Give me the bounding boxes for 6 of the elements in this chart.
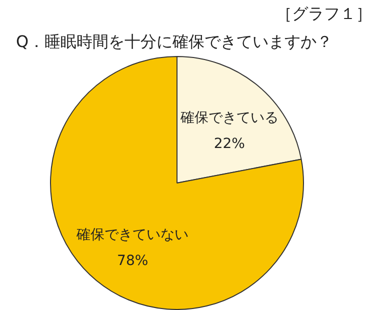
data-label: 22% xyxy=(214,136,245,152)
slice-label: 確保できていない xyxy=(76,227,189,244)
slice-label: 確保できている xyxy=(179,110,278,126)
chart-subtitle: Q．睡眠時間を十分に確保できていますか？ xyxy=(16,32,333,53)
chart-title: ［グラフ１］ xyxy=(276,4,372,25)
data-label: 78% xyxy=(117,253,148,270)
